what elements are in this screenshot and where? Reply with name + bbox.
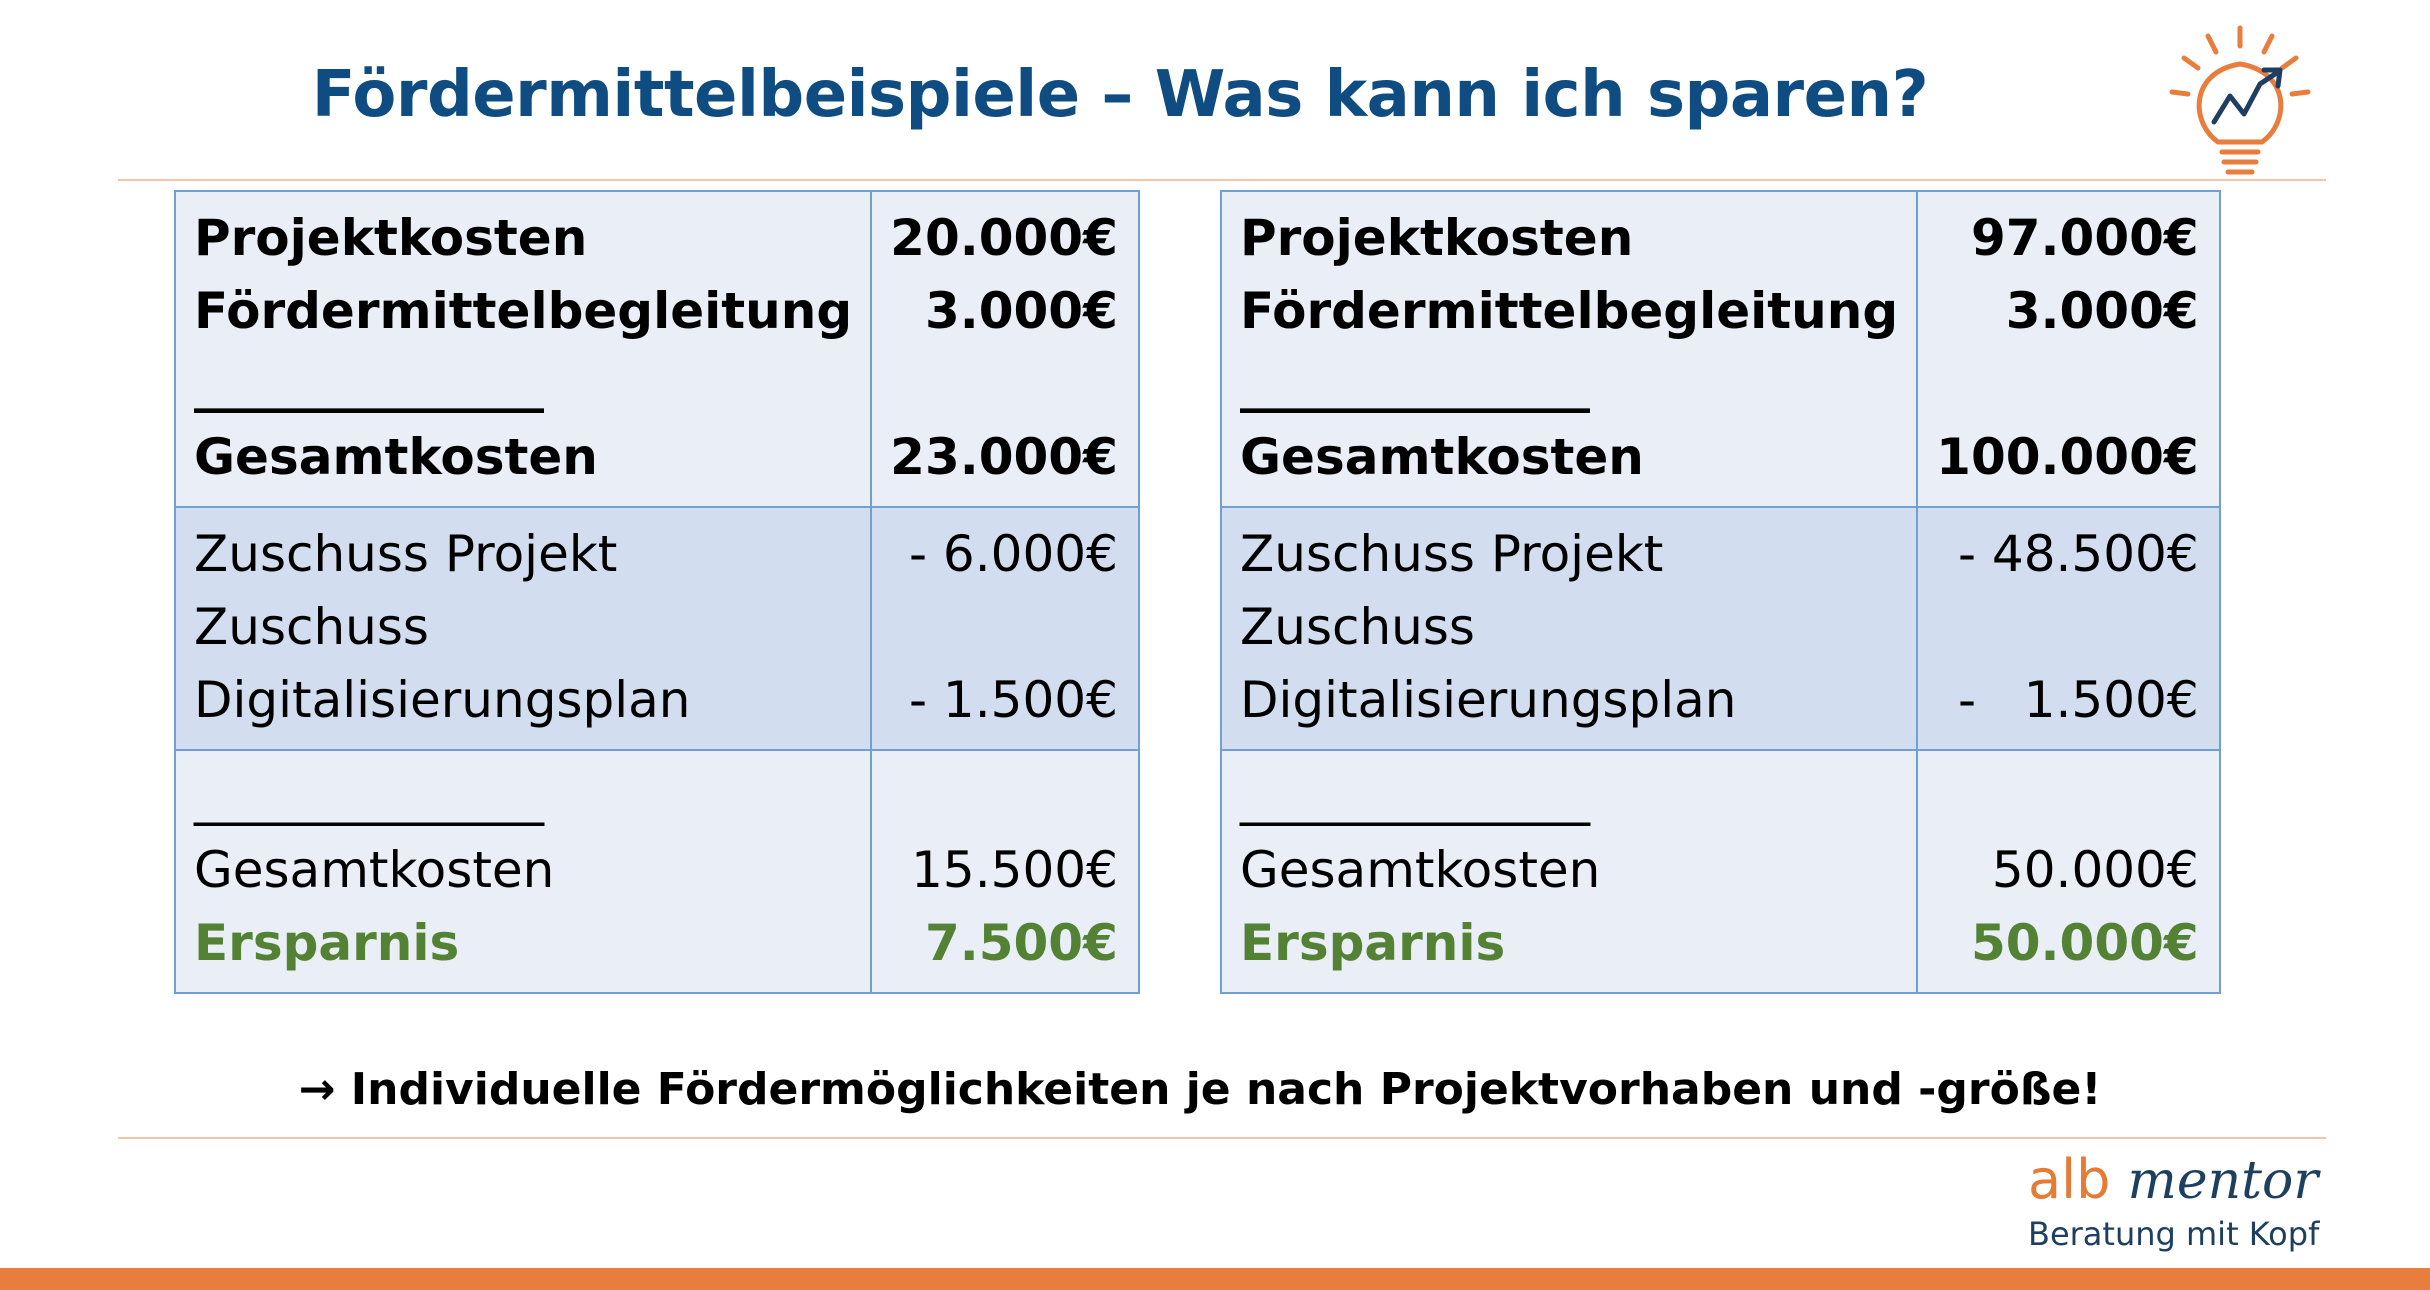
grant-project-label: Zuschuss Projekt [194,525,618,583]
total-value: 100.000€ [1936,428,2199,486]
arrow-right-icon: → [298,1064,336,1115]
brand-name: alb mentor [2028,1148,2328,1212]
consulting-value: 3.000€ [924,282,1118,340]
grant-plan-value: - 1.500€ [1958,671,2199,729]
grant-plan-label-2: Digitalisierungsplan [194,671,691,729]
brand-name-alb: alb [2028,1148,2111,1211]
funding-note-text: Individuelle Fördermöglichkeiten je nach… [350,1064,2102,1115]
net-total-value: 15.500€ [911,841,1118,899]
result-labels: ______________ Gesamtkosten Ersparnis [173,749,873,994]
total-label: Gesamtkosten [1240,428,1644,486]
separator-line: ______________ [194,355,544,413]
brand-tagline: Beratung mit Kopf [2028,1215,2320,1253]
brand-logo: alb mentor Beratung mit Kopf [2028,1150,2328,1260]
lightbulb-chart-icon [2169,25,2311,175]
cost-table-example-1: Projektkosten Fördermittelbegleitung ___… [173,190,1140,994]
result-values: 15.500€ 7.500€ [870,749,1140,994]
separator-line: ______________ [1240,355,1590,413]
cost-labels: Projektkosten Fördermittelbegleitung ___… [173,190,873,508]
table-row: Zuschuss Projekt Zuschuss Digitalisierun… [173,506,1140,751]
total-value: 23.000€ [890,428,1118,486]
grant-plan-label: Zuschuss [1240,598,1475,656]
savings-value: 50.000€ [1970,914,2199,972]
grant-plan-label-2: Digitalisierungsplan [1240,671,1737,729]
funding-note: → Individuelle Fördermöglichkeiten je na… [0,1064,2400,1115]
consulting-label: Fördermittelbegleitung [194,282,853,340]
grant-plan-value: - 1.500€ [909,671,1118,729]
cost-table-example-2: Projektkosten Fördermittelbegleitung ___… [1219,190,2221,994]
cost-values: 97.000€ 3.000€ 100.000€ [1916,190,2221,508]
separator-line: ______________ [1240,768,1590,826]
table-row: Projektkosten Fördermittelbegleitung ___… [173,190,1140,508]
result-labels: ______________ Gesamtkosten Ersparnis [1219,749,1919,994]
project-cost-value: 97.000€ [1970,209,2199,267]
total-label: Gesamtkosten [194,428,598,486]
savings-label: Ersparnis [194,914,460,972]
savings-label: Ersparnis [1240,914,1506,972]
net-total-value: 50.000€ [1991,841,2199,899]
savings-value: 7.500€ [924,914,1118,972]
table-row: ______________ Gesamtkosten Ersparnis 50… [1219,749,2221,994]
consulting-label: Fördermittelbegleitung [1240,282,1899,340]
table-row: ______________ Gesamtkosten Ersparnis 15… [173,749,1140,994]
top-divider [118,179,2326,181]
grant-plan-label: Zuschuss [194,598,429,656]
grant-project-value: - 48.500€ [1957,525,2199,583]
cost-values: 20.000€ 3.000€ 23.000€ [870,190,1140,508]
separator-line: ______________ [194,768,544,826]
table-row: Projektkosten Fördermittelbegleitung ___… [1219,190,2221,508]
project-cost-value: 20.000€ [890,209,1118,267]
grant-project-label: Zuschuss Projekt [1240,525,1664,583]
grant-labels: Zuschuss Projekt Zuschuss Digitalisierun… [1219,506,1919,751]
grant-project-value: - 6.000€ [909,525,1118,583]
net-total-label: Gesamtkosten [194,841,555,899]
cost-labels: Projektkosten Fördermittelbegleitung ___… [1219,190,1919,508]
brand-name-mentor: mentor [2127,1151,2319,1211]
grant-values: - 48.500€ - 1.500€ [1916,506,2221,751]
grant-labels: Zuschuss Projekt Zuschuss Digitalisierun… [173,506,873,751]
result-values: 50.000€ 50.000€ [1916,749,2221,994]
bottom-divider [118,1137,2326,1139]
table-row: Zuschuss Projekt Zuschuss Digitalisierun… [1219,506,2221,751]
consulting-value: 3.000€ [2005,282,2199,340]
net-total-label: Gesamtkosten [1240,841,1601,899]
project-cost-label: Projektkosten [194,209,588,267]
footer-bar [0,1268,2430,1290]
page-title: Fördermittelbeispiele – Was kann ich spa… [311,58,1929,132]
grant-values: - 6.000€ - 1.500€ [870,506,1140,751]
project-cost-label: Projektkosten [1240,209,1634,267]
